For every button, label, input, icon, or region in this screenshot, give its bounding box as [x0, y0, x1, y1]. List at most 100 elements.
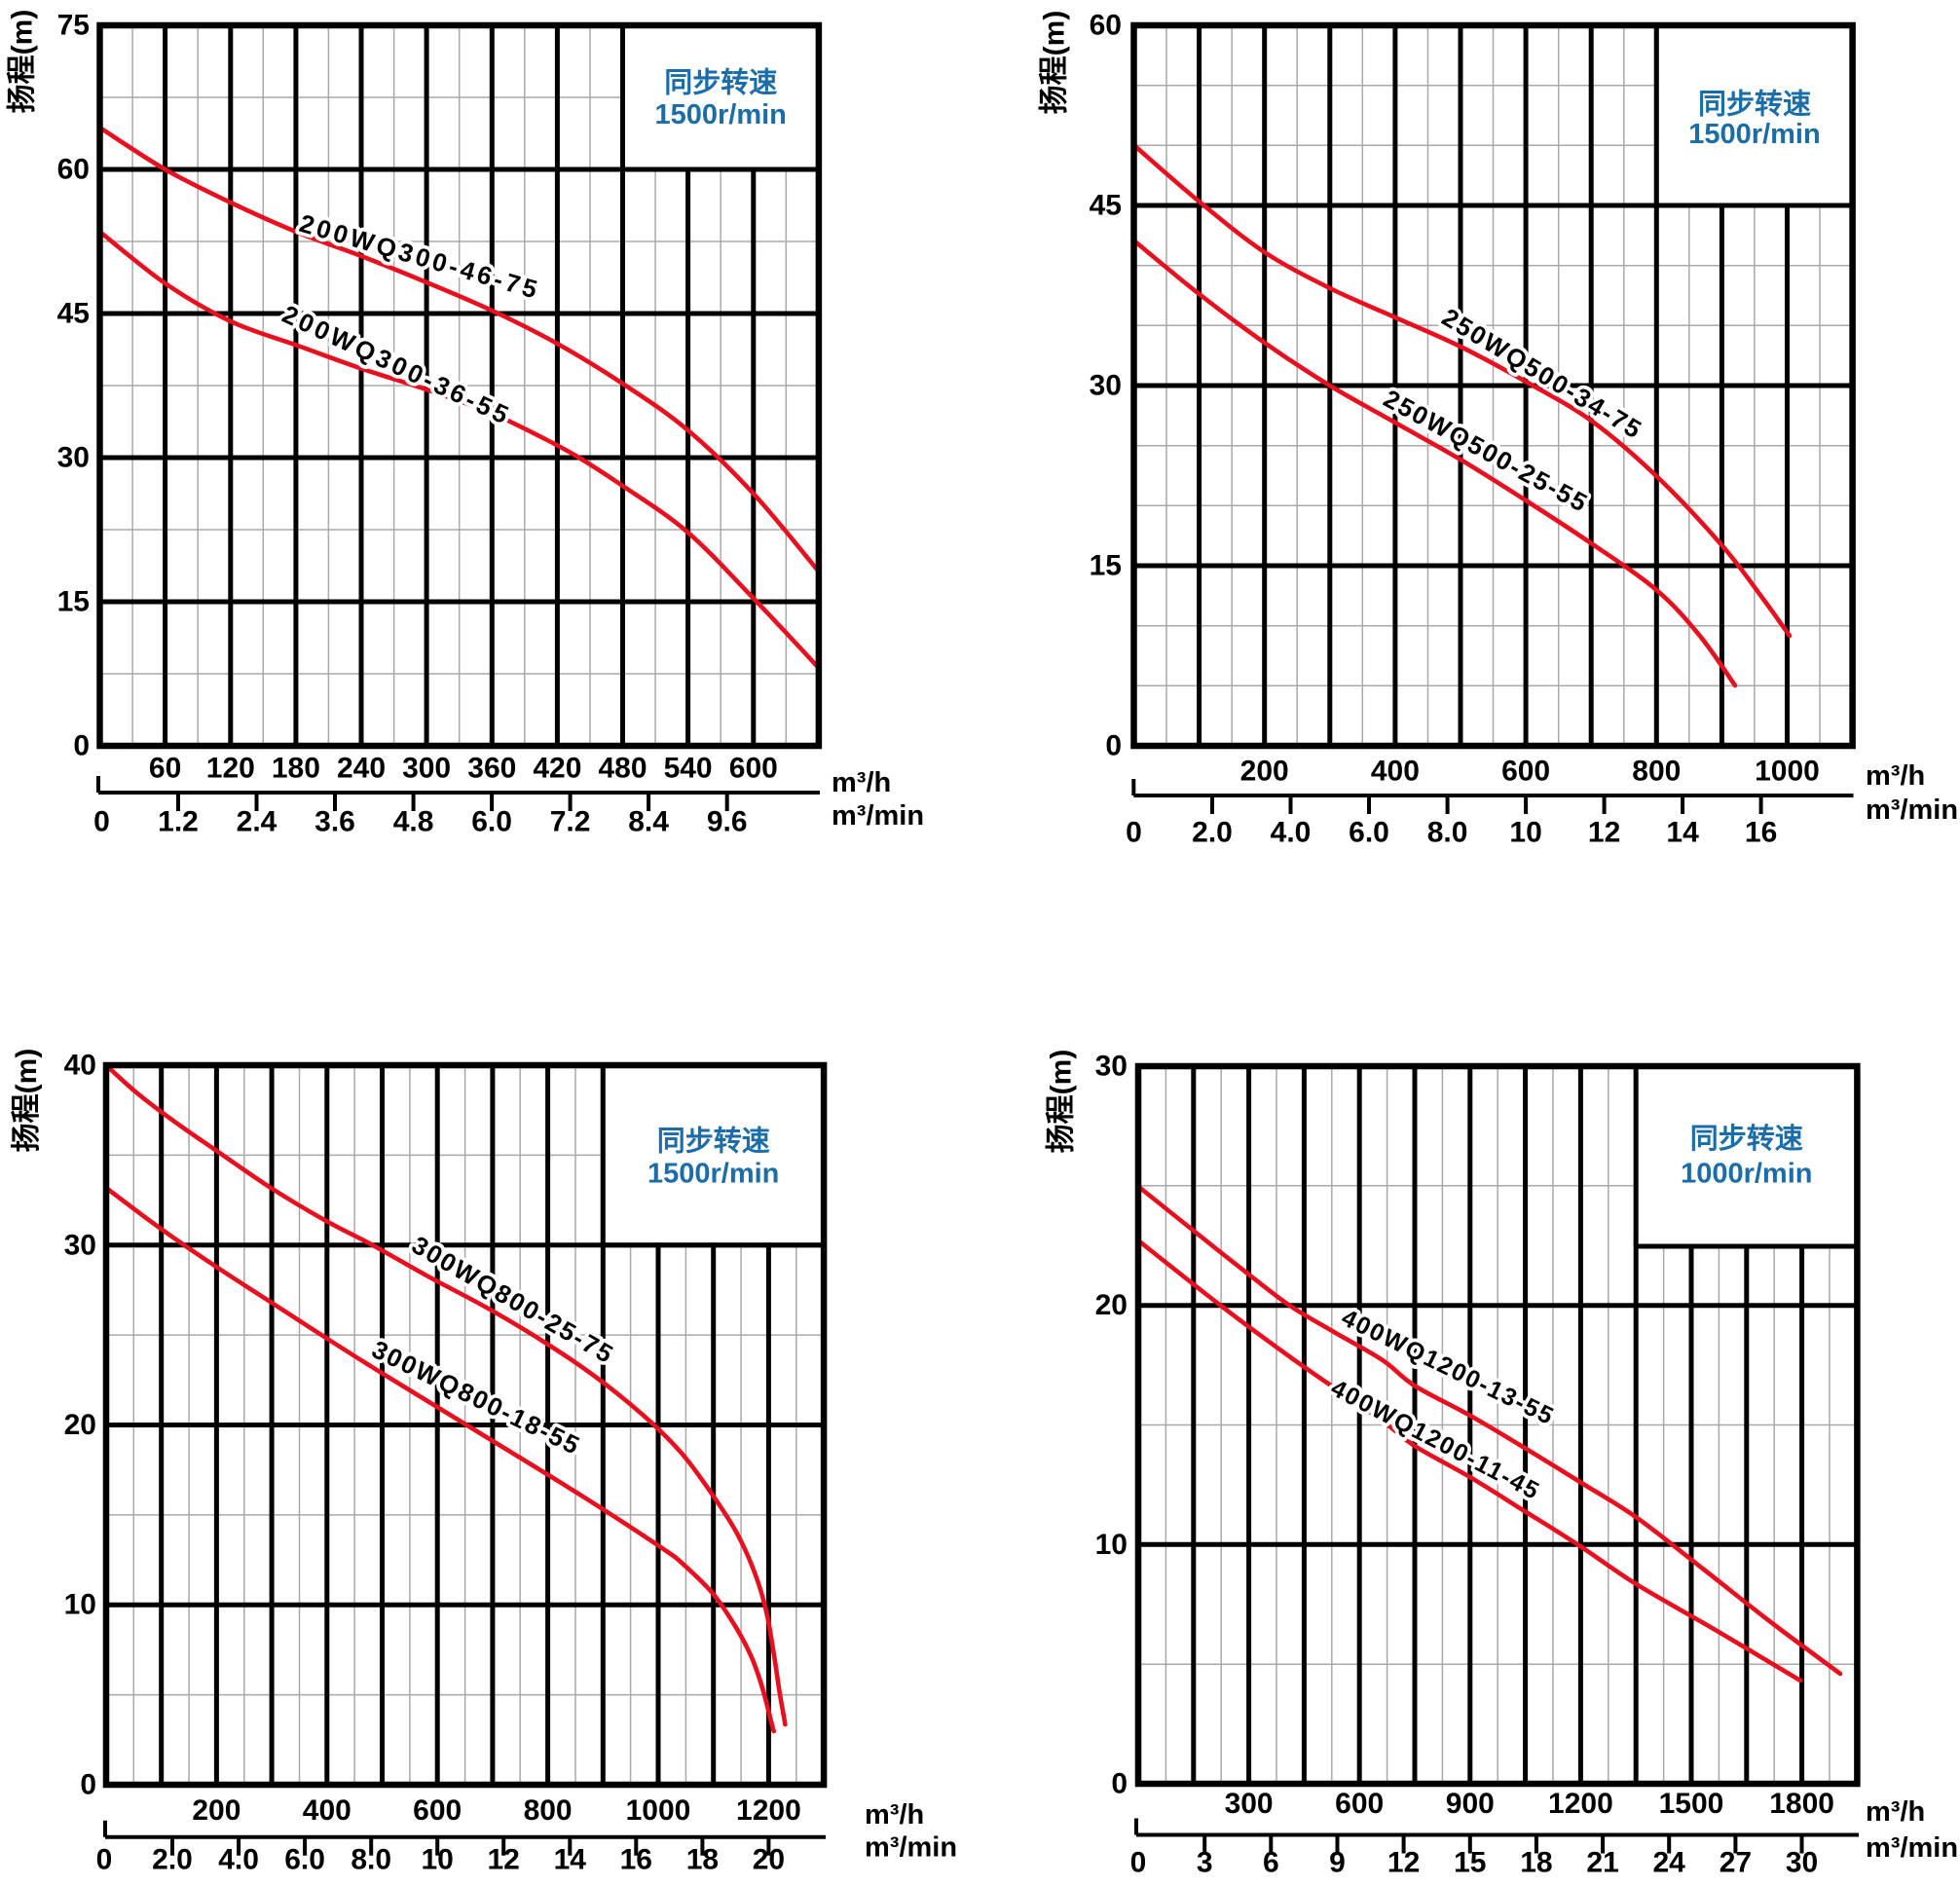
svg-text:15: 15 — [1454, 1847, 1486, 1879]
svg-text:300: 300 — [402, 753, 451, 785]
svg-text:24: 24 — [1653, 1847, 1686, 1879]
svg-text:600: 600 — [729, 753, 778, 785]
svg-text:0: 0 — [96, 1844, 113, 1876]
svg-text:6.0: 6.0 — [471, 806, 512, 838]
svg-text:扬程(m): 扬程(m) — [11, 1049, 43, 1153]
svg-text:m³/h: m³/h — [1866, 1796, 1925, 1828]
svg-text:20: 20 — [753, 1844, 785, 1876]
svg-text:540: 540 — [664, 753, 713, 785]
svg-text:30: 30 — [1095, 1051, 1128, 1083]
svg-text:1000r/min: 1000r/min — [1681, 1159, 1812, 1190]
svg-text:1500: 1500 — [1659, 1788, 1724, 1820]
svg-text:30: 30 — [57, 442, 90, 474]
svg-text:800: 800 — [524, 1794, 573, 1827]
svg-text:600: 600 — [1335, 1788, 1384, 1820]
svg-text:600: 600 — [413, 1794, 462, 1827]
svg-text:扬程(m): 扬程(m) — [1046, 1050, 1078, 1154]
svg-text:0: 0 — [1105, 730, 1122, 762]
svg-text:16: 16 — [1745, 817, 1777, 849]
svg-text:1000: 1000 — [626, 1794, 691, 1827]
svg-text:200: 200 — [192, 1794, 240, 1827]
svg-text:1500r/min: 1500r/min — [647, 1158, 779, 1189]
svg-text:60: 60 — [1090, 10, 1122, 42]
svg-text:同步转速: 同步转速 — [664, 67, 777, 99]
svg-text:m³/h: m³/h — [1866, 760, 1925, 792]
svg-text:480: 480 — [598, 753, 647, 785]
svg-text:1.2: 1.2 — [158, 806, 199, 838]
svg-text:0: 0 — [93, 806, 110, 838]
svg-text:0: 0 — [80, 1769, 96, 1801]
svg-text:9.6: 9.6 — [707, 806, 748, 838]
svg-text:75: 75 — [57, 10, 90, 42]
svg-text:1800: 1800 — [1769, 1788, 1834, 1820]
svg-text:10: 10 — [64, 1589, 96, 1621]
svg-text:60: 60 — [57, 154, 90, 186]
svg-text:m³/min: m³/min — [832, 800, 924, 832]
svg-text:18: 18 — [686, 1844, 719, 1876]
svg-text:180: 180 — [272, 753, 320, 785]
svg-text:4.0: 4.0 — [218, 1844, 259, 1876]
svg-text:3: 3 — [1197, 1847, 1213, 1879]
svg-text:45: 45 — [57, 298, 90, 330]
svg-text:27: 27 — [1720, 1847, 1752, 1879]
svg-text:m³/min: m³/min — [865, 1832, 957, 1864]
svg-text:30: 30 — [64, 1229, 96, 1261]
svg-text:600: 600 — [1501, 756, 1550, 788]
svg-text:10: 10 — [1509, 817, 1541, 849]
svg-text:12: 12 — [1588, 817, 1620, 849]
svg-text:400: 400 — [1371, 756, 1420, 788]
svg-text:同步转速: 同步转速 — [1698, 89, 1811, 121]
svg-text:800: 800 — [1632, 756, 1681, 788]
svg-text:21: 21 — [1586, 1847, 1618, 1879]
svg-text:20: 20 — [1095, 1289, 1128, 1321]
svg-text:16: 16 — [620, 1844, 652, 1876]
svg-text:30: 30 — [1786, 1847, 1818, 1879]
svg-text:1200: 1200 — [1548, 1788, 1613, 1820]
svg-text:30: 30 — [1090, 370, 1122, 402]
svg-text:同步转速: 同步转速 — [1690, 1123, 1803, 1155]
svg-text:8.0: 8.0 — [351, 1844, 391, 1876]
svg-text:m³/min: m³/min — [1866, 795, 1958, 826]
svg-text:9: 9 — [1329, 1847, 1346, 1879]
svg-text:0: 0 — [73, 730, 90, 762]
svg-text:300: 300 — [1225, 1788, 1274, 1820]
svg-text:扬程(m): 扬程(m) — [7, 10, 39, 114]
svg-text:扬程(m): 扬程(m) — [1039, 11, 1071, 115]
svg-text:7.2: 7.2 — [550, 806, 591, 838]
svg-text:240: 240 — [337, 753, 386, 785]
svg-text:400: 400 — [303, 1794, 351, 1827]
svg-text:2.0: 2.0 — [1192, 817, 1233, 849]
svg-text:12: 12 — [488, 1844, 520, 1876]
svg-text:4.0: 4.0 — [1271, 817, 1312, 849]
svg-text:0: 0 — [1130, 1847, 1147, 1879]
svg-text:0: 0 — [1111, 1768, 1128, 1800]
svg-text:10: 10 — [1095, 1529, 1128, 1561]
svg-text:1200: 1200 — [736, 1794, 801, 1827]
svg-text:45: 45 — [1090, 190, 1122, 222]
svg-text:15: 15 — [1090, 550, 1122, 582]
svg-text:14: 14 — [554, 1844, 587, 1876]
svg-text:20: 20 — [64, 1409, 96, 1441]
svg-text:8.0: 8.0 — [1427, 817, 1468, 849]
svg-text:40: 40 — [64, 1050, 96, 1082]
svg-text:6.0: 6.0 — [1349, 817, 1389, 849]
svg-text:15: 15 — [57, 586, 90, 618]
svg-text:6: 6 — [1263, 1847, 1279, 1879]
svg-text:0: 0 — [1126, 817, 1142, 849]
svg-text:m³/h: m³/h — [865, 1799, 924, 1831]
svg-text:m³/min: m³/min — [1866, 1832, 1958, 1864]
svg-text:8.4: 8.4 — [628, 806, 669, 838]
svg-text:3.6: 3.6 — [314, 806, 355, 838]
svg-text:1500r/min: 1500r/min — [1688, 119, 1820, 150]
svg-text:10: 10 — [422, 1844, 454, 1876]
svg-text:14: 14 — [1666, 817, 1699, 849]
svg-text:120: 120 — [206, 753, 255, 785]
svg-text:2.0: 2.0 — [152, 1844, 193, 1876]
svg-text:900: 900 — [1446, 1788, 1495, 1820]
svg-text:360: 360 — [467, 753, 516, 785]
svg-text:12: 12 — [1387, 1847, 1420, 1879]
svg-text:m³/h: m³/h — [832, 767, 891, 798]
svg-text:200: 200 — [1240, 756, 1289, 788]
svg-text:2.4: 2.4 — [237, 806, 277, 838]
svg-text:420: 420 — [533, 753, 581, 785]
